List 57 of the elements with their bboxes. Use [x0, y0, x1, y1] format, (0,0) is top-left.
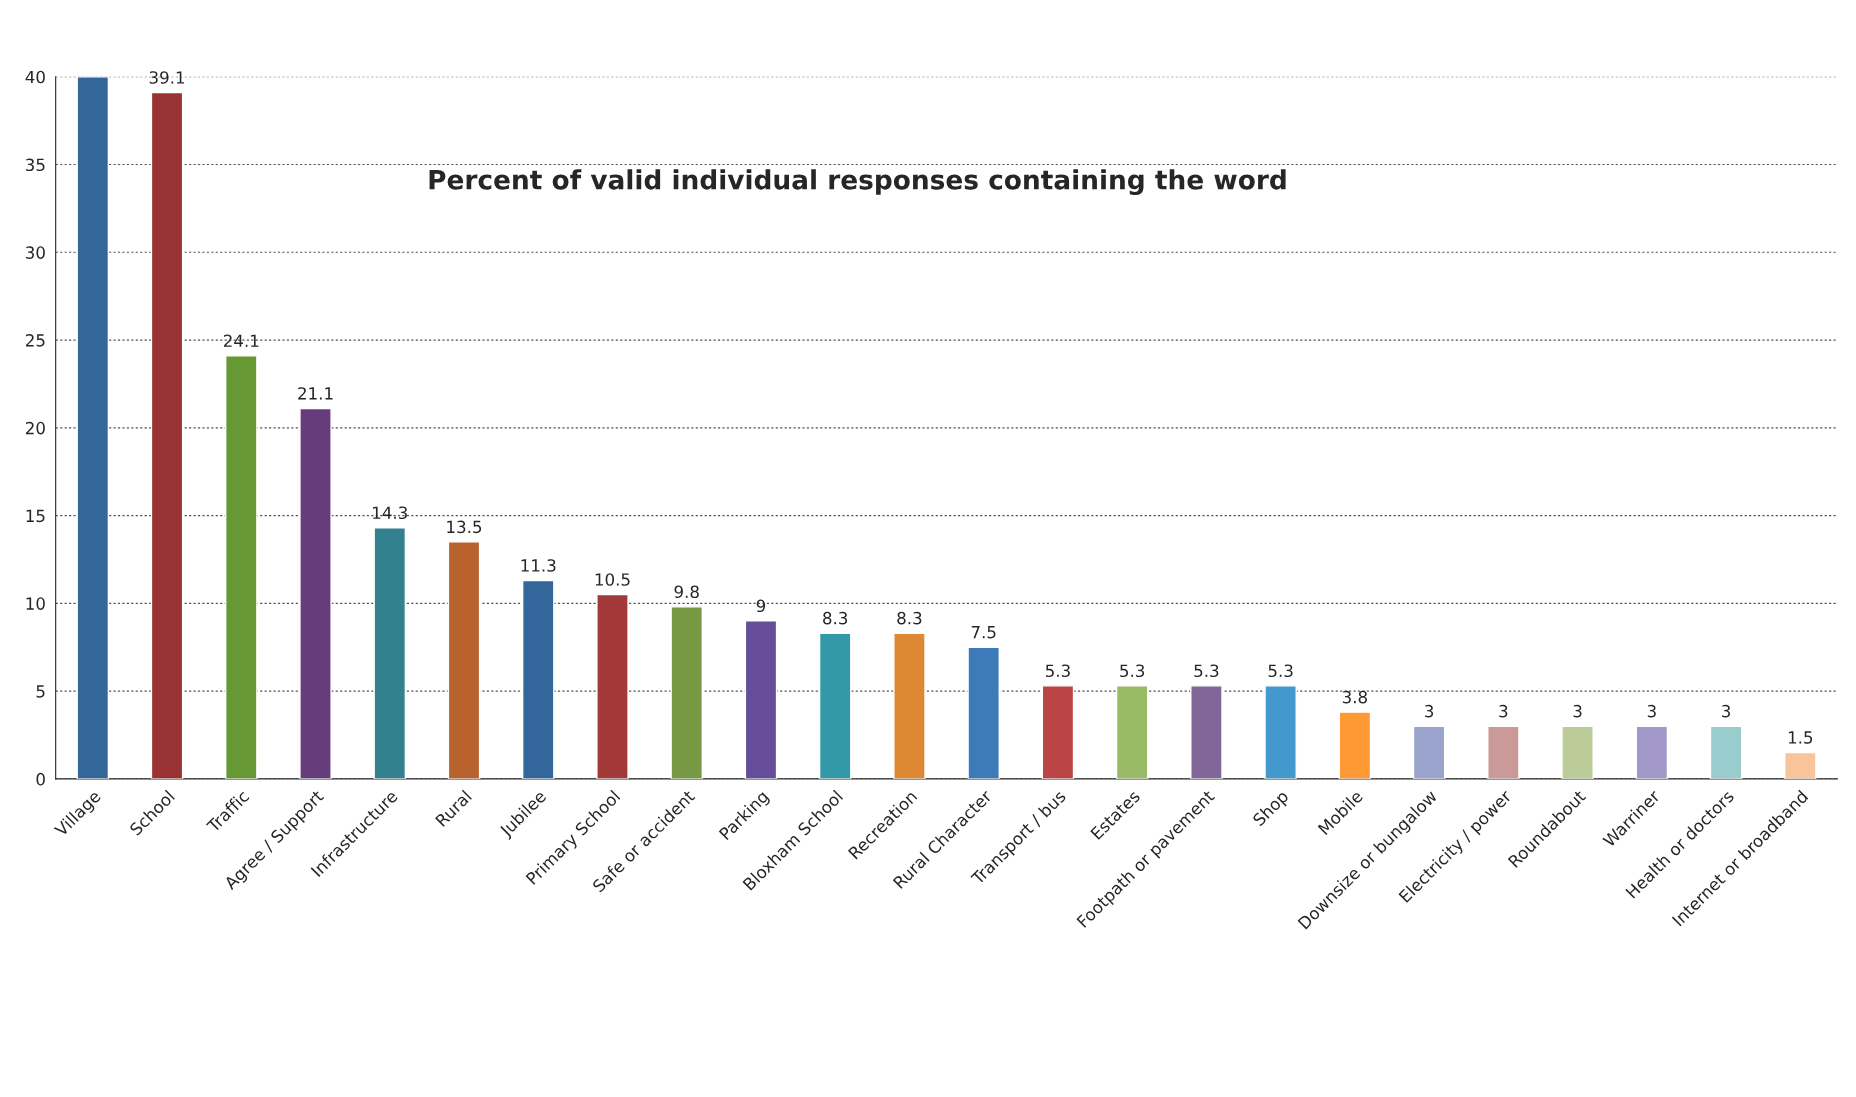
bar: [299, 407, 332, 779]
y-tick-label: 25: [25, 334, 45, 347]
data-label: 3: [1573, 704, 1582, 718]
y-tick-label: 35: [26, 158, 45, 172]
data-label: 5.3: [1120, 664, 1145, 678]
y-tick-label: 20: [25, 421, 45, 435]
bar: [224, 355, 258, 779]
data-label: 8.3: [823, 611, 848, 625]
data-label: 7.5: [971, 626, 996, 639]
bar: [76, 76, 110, 779]
bar: [521, 579, 555, 779]
bar: [1709, 725, 1743, 779]
bar: [1635, 725, 1669, 779]
bar: [967, 646, 1000, 779]
data-label: 8.3: [897, 611, 922, 625]
bar: [1041, 685, 1075, 779]
bar: [1115, 685, 1149, 779]
bar: [670, 606, 704, 779]
bar: [1561, 725, 1594, 779]
data-label: 3: [1425, 704, 1434, 718]
data-label: 39.1: [149, 71, 185, 84]
data-label: 5.3: [1045, 664, 1070, 678]
data-label: 24.1: [223, 334, 259, 347]
data-label: 10.5: [595, 573, 630, 586]
data-label: 3: [1647, 704, 1656, 718]
data-label: 11.3: [521, 559, 556, 572]
data-label: 3.8: [1342, 690, 1367, 704]
text: Percent of valid individual responses containing the word: [429, 169, 1286, 195]
bar: [1264, 685, 1297, 779]
bar: [818, 632, 852, 779]
bar: [150, 91, 184, 779]
bar: [447, 541, 481, 779]
bar: [1412, 725, 1446, 779]
bar: [1784, 751, 1817, 779]
bar: [744, 620, 778, 779]
data-label: 3: [1722, 704, 1731, 718]
bar: [1338, 711, 1372, 779]
data-label: 13.5: [447, 520, 482, 534]
data-label: 9.8: [674, 585, 699, 599]
y-tick-label: 10: [26, 597, 45, 610]
bar: [1190, 685, 1223, 779]
data-label: 5.3: [1194, 664, 1219, 678]
data-label: 5.3: [1268, 664, 1293, 678]
data-label: 14.3: [373, 506, 407, 520]
y-tick-label: 5: [36, 685, 45, 698]
data-label: 3: [1499, 704, 1508, 718]
bar: [373, 527, 407, 779]
bar: [1487, 725, 1520, 779]
data-label: 21.1: [298, 387, 333, 400]
data-label: 1.5: [1788, 731, 1813, 744]
y-tick-label: 15: [26, 509, 45, 523]
y-tick-label: 40: [25, 70, 45, 84]
y-tick-label: 30: [26, 246, 45, 259]
bar: [596, 593, 629, 779]
y-tick-label: 0: [36, 772, 45, 786]
data-label: 9: [756, 599, 766, 613]
bar: [893, 632, 926, 779]
